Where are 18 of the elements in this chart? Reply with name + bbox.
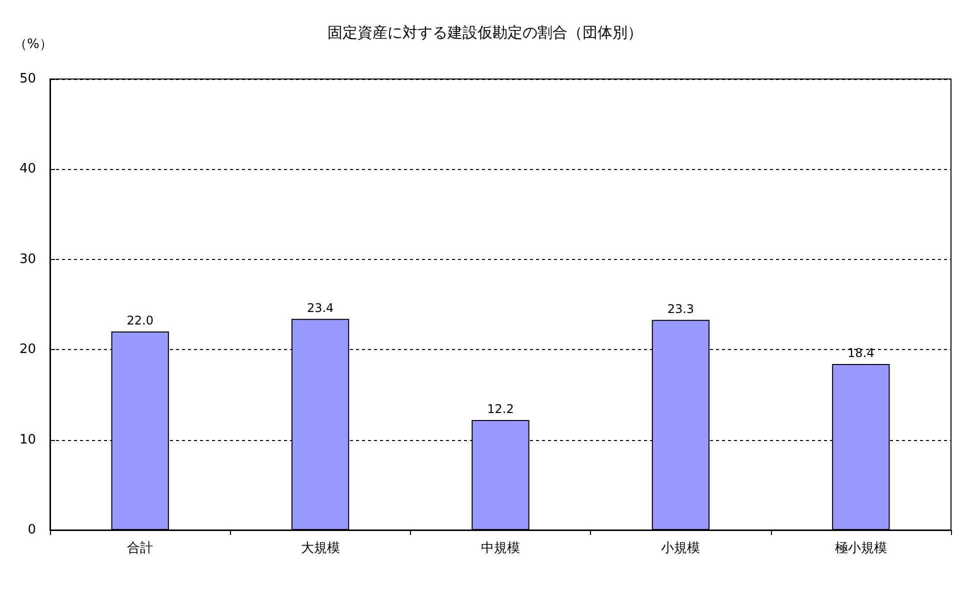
chart-title: 固定資産に対する建設仮勘定の割合（団体別） [328,24,642,42]
data-label: 22.0 [126,314,154,328]
data-label: 18.4 [848,346,874,360]
y-tick-label: 50 [19,72,36,86]
x-tick-label: 大規模 [300,541,340,556]
y-tick-label: 40 [19,162,36,177]
x-tick-label: 極小規模 [834,541,887,556]
x-tick-label: 合計 [127,541,154,556]
y-tick-label: 0 [28,522,36,538]
y-tick-label: 30 [19,252,36,267]
y-tick-label: 20 [19,342,36,358]
x-tick-label: 中規模 [481,541,520,556]
data-label: 23.3 [667,302,694,316]
y-axis-title: （%） [14,37,52,52]
x-tick-label: 小規模 [661,541,700,556]
y-tick-label: 10 [19,432,36,448]
data-label: 12.2 [487,402,514,416]
data-label: 23.4 [306,300,334,315]
